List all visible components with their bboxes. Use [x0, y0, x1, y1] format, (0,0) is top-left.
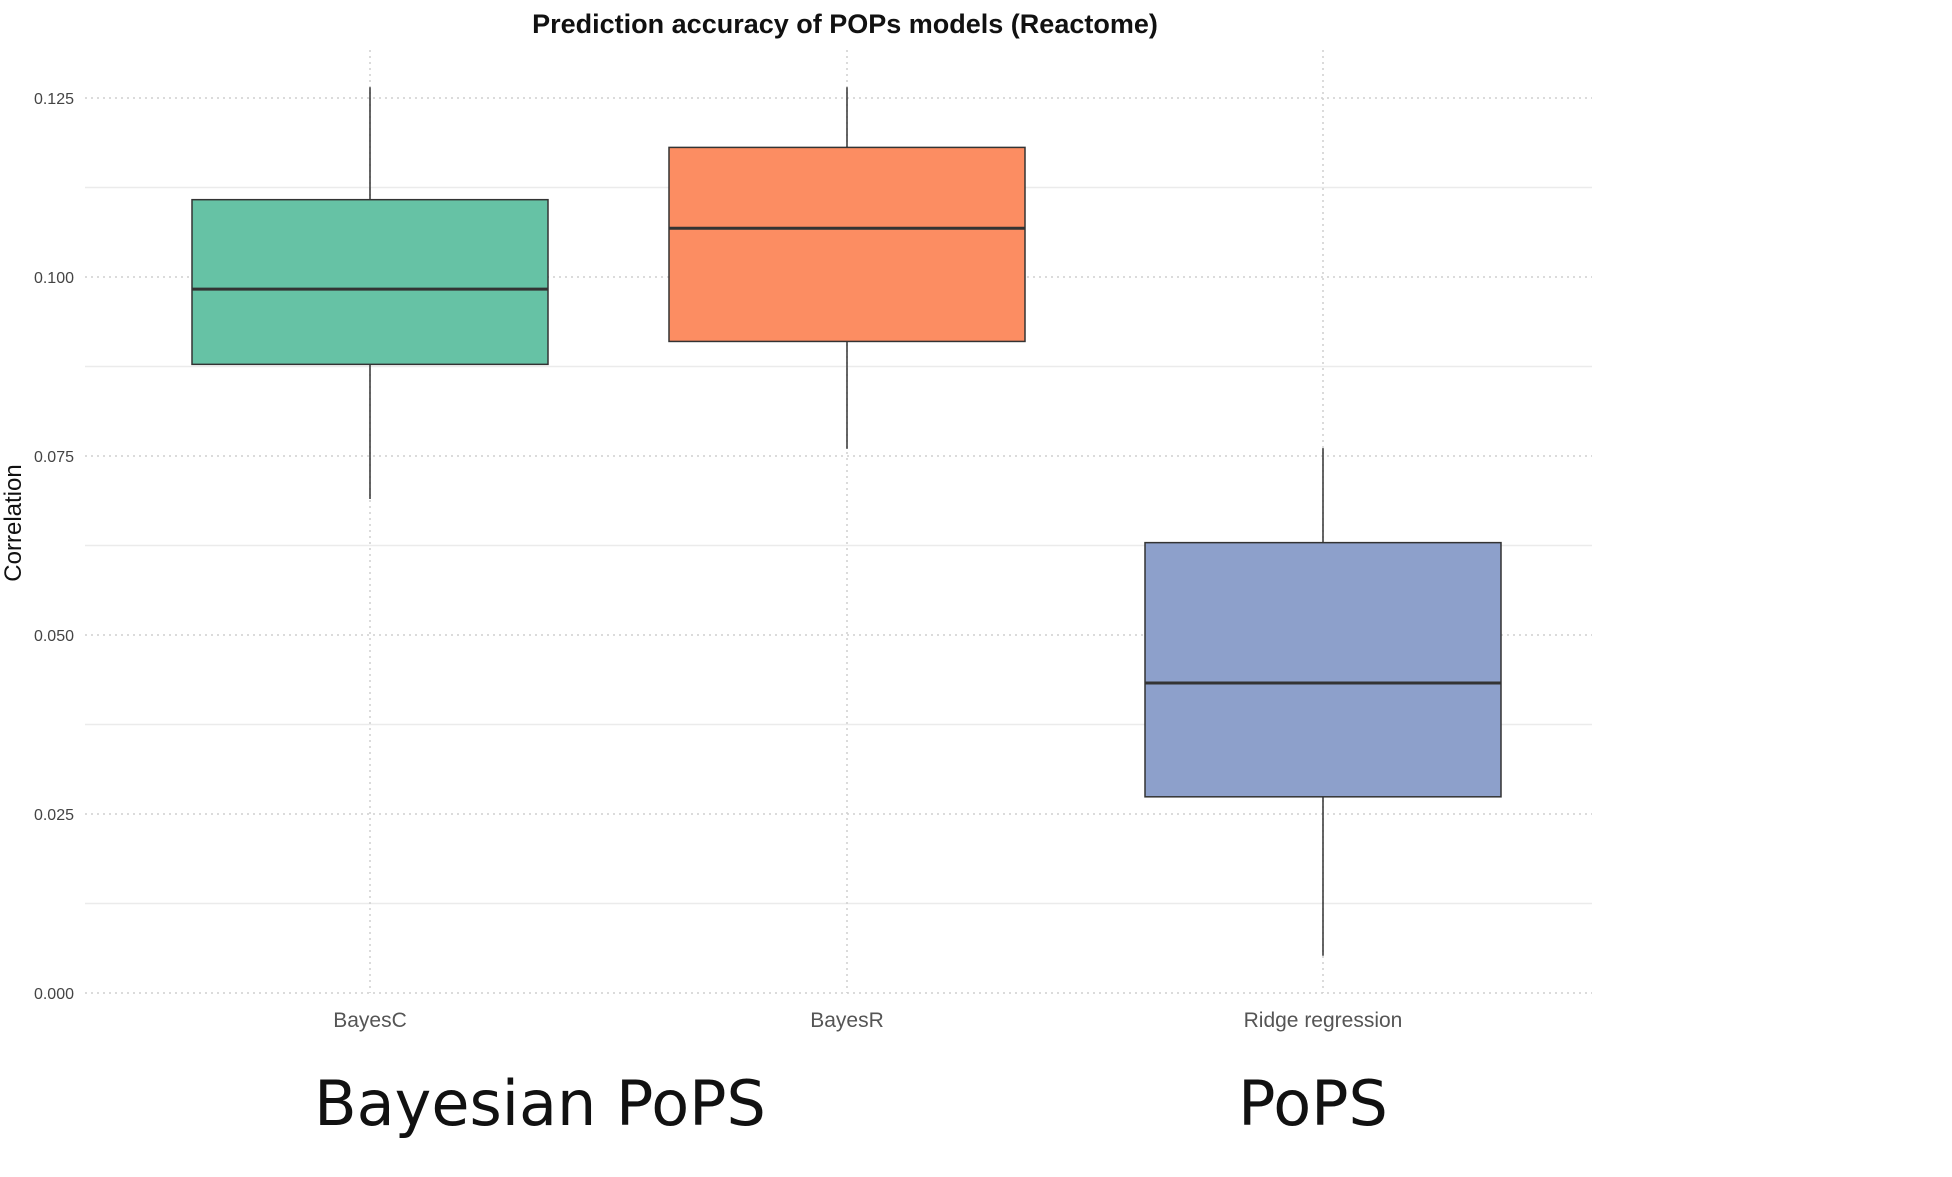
x-tick-label: BayesC	[333, 1009, 407, 1032]
y-tick-label: 0.075	[34, 449, 74, 466]
y-tick-label: 0.000	[34, 986, 74, 1003]
tick-layer: 0.000 0.025 0.050 0.075 0.100 0.125 BayesC Baye…	[34, 91, 1402, 1032]
box-bayesc	[191, 198, 549, 366]
y-tick-label: 0.100	[34, 270, 74, 287]
group-label: PoPS	[1238, 1067, 1388, 1140]
chart-title: Prediction accuracy of POPs models (Reac…	[532, 9, 1158, 39]
y-tick-label: 0.025	[34, 807, 74, 824]
x-tick-label: Ridge regression	[1244, 1009, 1403, 1032]
box-layer	[191, 87, 1502, 956]
box-bayesr	[668, 146, 1026, 343]
x-tick-label: BayesR	[810, 1009, 884, 1032]
y-tick-label: 0.050	[34, 628, 74, 645]
y-axis-label: Correlation	[0, 464, 27, 581]
box-ridge-regression	[1144, 541, 1502, 798]
y-tick-label: 0.125	[34, 91, 74, 108]
group-label-layer: Bayesian PoPS PoPS	[314, 1067, 1388, 1140]
group-label: Bayesian PoPS	[314, 1067, 766, 1140]
